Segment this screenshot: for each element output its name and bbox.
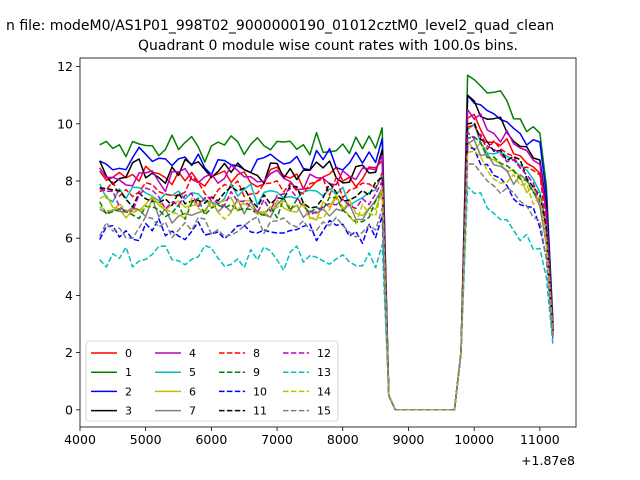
- legend-label: 6: [189, 385, 196, 398]
- legend-entry-1: 1: [91, 366, 132, 379]
- series-line-14: [99, 150, 554, 411]
- x-tick-8000: 8000: [327, 427, 359, 447]
- series-line-4: [99, 108, 554, 411]
- legend-entry-9: 9: [219, 366, 260, 379]
- legend-label: 4: [189, 347, 196, 360]
- series-line-11: [99, 121, 554, 411]
- series-line-15: [99, 163, 554, 411]
- y-tick-label: 2: [65, 345, 73, 360]
- legend-entry-12: 12: [283, 347, 331, 360]
- x-tick-label: 10000: [454, 432, 494, 447]
- legend-label: 1: [125, 366, 132, 379]
- x-tick-7000: 7000: [261, 427, 293, 447]
- suptitle: n file: modeM0/AS1P01_998T02_9000000190_…: [6, 18, 554, 34]
- series-line-10: [99, 145, 554, 411]
- plot-area: [99, 74, 554, 411]
- legend-entry-7: 7: [155, 405, 196, 418]
- legend-label: 12: [317, 347, 331, 360]
- legend-entry-13: 13: [283, 366, 331, 379]
- legend-label: 9: [253, 366, 260, 379]
- axes: 4000 5000 6000 7000 8000 9000 10000 11000 0 2 4 6 8 1…: [57, 57, 577, 447]
- y-tick-12: 12: [57, 59, 80, 74]
- legend-label: 7: [189, 405, 196, 418]
- legend-box: [85, 340, 339, 422]
- legend-label: 0: [125, 347, 132, 360]
- x-tick-label: 5000: [130, 432, 162, 447]
- series-line-12: [99, 131, 554, 411]
- legend-label: 3: [125, 405, 132, 418]
- y-tick-8: 8: [65, 174, 80, 189]
- x-tick-label: 9000: [393, 432, 425, 447]
- x-tick-5000: 5000: [130, 427, 162, 447]
- series-line-2: [99, 94, 554, 411]
- series-line-0: [99, 113, 554, 411]
- x-tick-label: 7000: [261, 432, 293, 447]
- legend-entry-3: 3: [91, 405, 132, 418]
- x-offset-label: +1.87e8: [521, 453, 575, 468]
- legend-entry-0: 0: [91, 347, 132, 360]
- legend-entry-5: 5: [155, 366, 196, 379]
- legend-label: 10: [253, 385, 267, 398]
- y-tick-label: 6: [65, 231, 73, 246]
- legend-entry-6: 6: [155, 385, 196, 398]
- legend-label: 2: [125, 385, 132, 398]
- legend-entry-15: 15: [283, 405, 331, 418]
- y-tick-2: 2: [65, 345, 80, 360]
- x-tick-label: 11000: [520, 432, 560, 447]
- legend-entry-10: 10: [219, 385, 267, 398]
- y-tick-label: 4: [65, 288, 73, 303]
- axes-frame: [79, 57, 577, 428]
- y-tick-4: 4: [65, 288, 80, 303]
- x-tick-4000: 4000: [64, 427, 96, 447]
- legend-label: 15: [317, 405, 331, 418]
- x-tick-label: 4000: [64, 432, 96, 447]
- legend-entry-11: 11: [219, 405, 267, 418]
- series-line-9: [99, 136, 554, 411]
- legend-label: 8: [253, 347, 260, 360]
- chart-title: Quadrant 0 module wise count rates with …: [138, 38, 518, 54]
- legend-entry-8: 8: [219, 347, 260, 360]
- legend-entry-4: 4: [155, 347, 196, 360]
- series-line-1: [99, 74, 554, 411]
- legend-entry-14: 14: [283, 385, 331, 398]
- y-tick-label: 8: [65, 174, 73, 189]
- x-tick-6000: 6000: [195, 427, 227, 447]
- legend-label: 11: [253, 405, 267, 418]
- x-tick-label: 6000: [195, 432, 227, 447]
- y-tick-0: 0: [65, 402, 80, 417]
- y-tick-label: 10: [57, 116, 73, 131]
- x-tick-10000: 10000: [454, 427, 494, 447]
- x-tick-9000: 9000: [393, 427, 425, 447]
- series-line-5: [99, 123, 554, 411]
- legend-label: 5: [189, 366, 196, 379]
- legend-label: 13: [317, 366, 331, 379]
- y-tick-10: 10: [57, 116, 80, 131]
- legend-entry-2: 2: [91, 385, 132, 398]
- y-tick-label: 12: [57, 59, 73, 74]
- x-tick-label: 8000: [327, 432, 359, 447]
- x-tick-11000: 11000: [520, 427, 560, 447]
- y-tick-label: 0: [65, 402, 73, 417]
- y-tick-6: 6: [65, 231, 80, 246]
- legend-label: 14: [317, 385, 331, 398]
